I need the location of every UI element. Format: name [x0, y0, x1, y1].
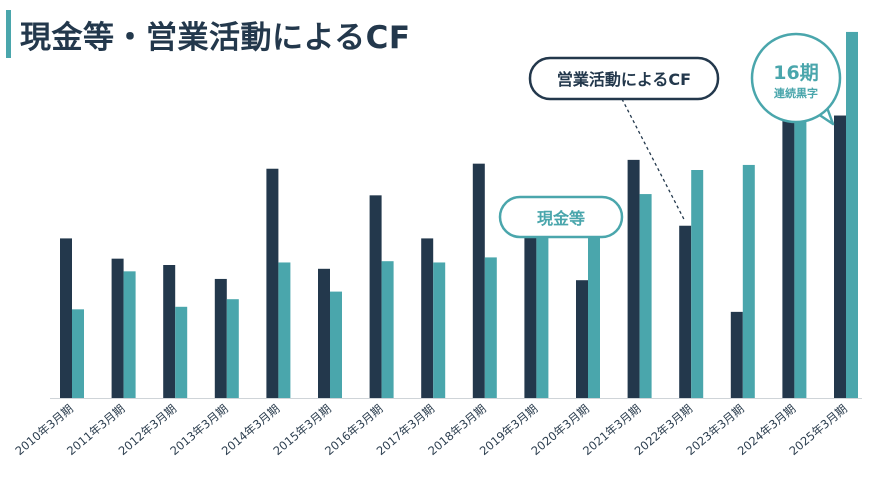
bar-operating-cf-2018年3月期: [472, 163, 485, 398]
callout-operating-cf-box: [528, 56, 720, 101]
badge-bubble: [750, 32, 842, 124]
bar-operating-cf-2022年3月期: [679, 225, 692, 398]
bar-operating-cf-2024年3月期: [782, 120, 795, 398]
callout-operating-cf-label: 営業活動によるCF: [557, 70, 691, 89]
bar-operating-cf-2021年3月期: [627, 159, 640, 398]
bar-cash-2019年3月期: [536, 228, 549, 398]
bar-operating-cf-2025年3月期: [834, 115, 846, 399]
bar-operating-cf-2013年3月期: [214, 278, 227, 398]
callout-operating-cf-leader: [621, 98, 685, 221]
title-accent-bar: [6, 10, 11, 58]
bar-cash-2014年3月期: [278, 262, 291, 398]
page-title: 現金等・営業活動によるCF: [20, 20, 411, 56]
bar-cash-2020年3月期: [588, 205, 600, 398]
bar-cash-2015年3月期: [330, 291, 342, 398]
bar-cash-2012年3月期: [175, 306, 188, 398]
bar-operating-cf-2011年3月期: [111, 258, 124, 398]
bar-operating-cf-2016年3月期: [369, 195, 382, 398]
bar-cash-2022年3月期: [691, 170, 704, 398]
bar-operating-cf-2019年3月期: [524, 199, 537, 398]
bar-cash-2011年3月期: [123, 271, 136, 398]
bar-cash-2016年3月期: [381, 261, 394, 398]
callout-cash-label: 現金等: [537, 209, 585, 228]
bar-operating-cf-2014年3月期: [266, 168, 279, 398]
callout-cash-box: [498, 195, 624, 239]
bar-cash-2010年3月期: [72, 309, 84, 398]
bar-cash-2025年3月期: [846, 31, 858, 399]
x-tick-labels: 2010年3月期2011年3月期2012年3月期2013年3月期2014年3月期…: [12, 402, 849, 458]
bar-operating-cf-2023年3月期: [730, 311, 743, 398]
bar-operating-cf-2012年3月期: [163, 265, 176, 398]
bars-group: [60, 31, 858, 399]
bar-cash-2024年3月期: [794, 85, 807, 398]
bar-cash-2018年3月期: [484, 257, 497, 398]
badge-sub-text: 連続黒字: [774, 86, 818, 100]
bar-operating-cf-2020年3月期: [576, 280, 588, 398]
badge-consecutive-profit: 16期 連続黒字: [750, 32, 842, 126]
bar-cash-2013年3月期: [226, 299, 239, 398]
bar-cash-2023年3月期: [742, 164, 755, 398]
bar-operating-cf-2010年3月期: [60, 238, 72, 398]
badge-main-text: 16期: [773, 62, 818, 84]
callout-operating-cf: 営業活動によるCF: [528, 56, 720, 221]
callout-cash: 現金等: [498, 195, 624, 239]
bar-cash-2017年3月期: [433, 262, 446, 398]
bar-operating-cf-2015年3月期: [318, 268, 330, 398]
bar-cash-2021年3月期: [639, 194, 652, 398]
bar-operating-cf-2017年3月期: [421, 238, 434, 398]
